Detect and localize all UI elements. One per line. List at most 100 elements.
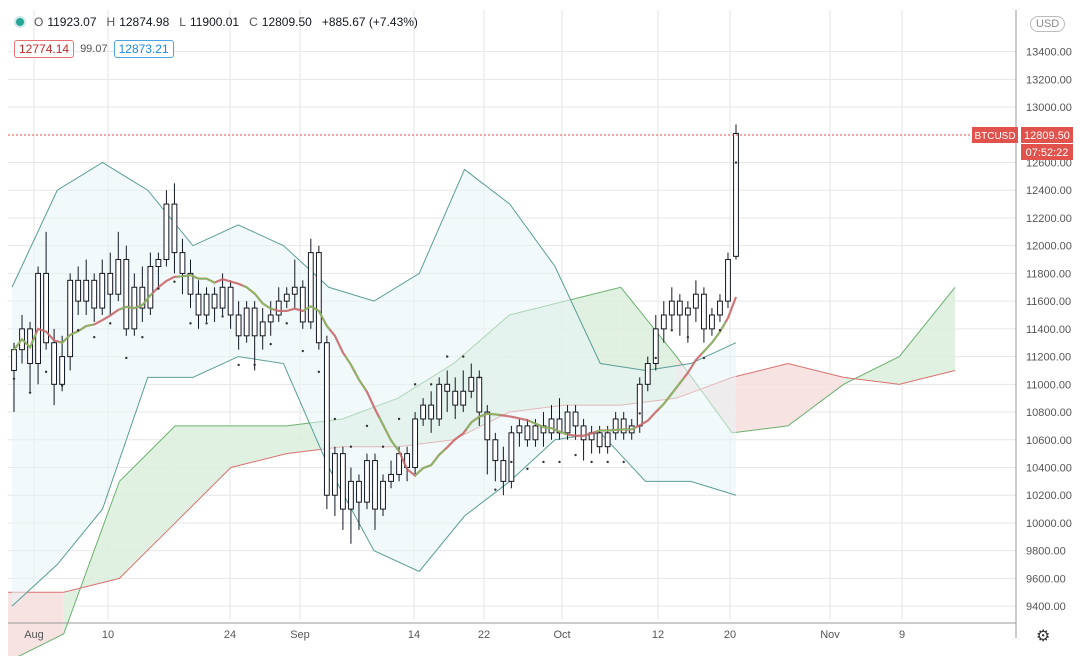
visibility-icon[interactable] — [16, 18, 24, 26]
time-tick-label: 20 — [724, 629, 736, 641]
candle-body — [211, 293, 218, 309]
candle-body — [492, 439, 499, 462]
candle-body — [283, 293, 290, 302]
candle-body — [163, 203, 170, 261]
candle-body — [692, 293, 699, 309]
price-tick-label: 10200.00 — [1026, 490, 1072, 502]
close-label: C — [249, 15, 258, 29]
sar-dot — [429, 383, 433, 386]
candle-body — [155, 259, 162, 267]
candle-body — [340, 453, 346, 510]
candle-body — [452, 390, 459, 406]
candle-body — [701, 293, 707, 330]
sar-dot — [349, 445, 353, 448]
sar-dot — [462, 355, 465, 358]
price-tick-label: 11800.00 — [1026, 268, 1071, 280]
sar-dot — [60, 384, 64, 387]
candle-body — [684, 307, 691, 316]
cloud-segment — [119, 425, 176, 579]
candle-body — [51, 342, 58, 385]
bb-upper-line — [11, 161, 737, 371]
price-tick-label: 12200.00 — [1026, 213, 1072, 225]
sar-dot — [28, 391, 32, 394]
candle-body — [356, 480, 362, 503]
candle-body — [348, 480, 354, 510]
price-tick-label: 12400.00 — [1026, 185, 1072, 197]
candle-body — [83, 279, 90, 302]
currency-label[interactable]: USD — [1030, 16, 1066, 32]
candle-body — [476, 376, 483, 413]
indicator-mid-value: 99.07 — [80, 43, 108, 55]
sar-dot — [638, 412, 641, 415]
candle-body — [75, 279, 82, 302]
candle-body — [243, 307, 250, 337]
candle-body — [107, 272, 114, 295]
sar-dot — [253, 363, 256, 367]
candle-body — [636, 383, 643, 427]
time-tick-label: Aug — [24, 629, 44, 641]
candle-body — [179, 252, 186, 274]
sar-dot — [542, 460, 545, 464]
sar-dot — [702, 356, 706, 360]
sar-dot — [670, 329, 674, 332]
candle-body — [372, 460, 378, 510]
time-tick-label: 9 — [899, 629, 905, 641]
indicator-red-value: 12774.14 — [14, 40, 75, 58]
candle-body — [717, 300, 723, 316]
sar-dot — [622, 460, 625, 464]
price-axis[interactable]: 9400.00 9600.00 9800.00 10000.00 10200.00 104… — [1015, 10, 1072, 638]
candle-body — [291, 286, 298, 295]
candle-body — [139, 286, 146, 309]
candle-body — [315, 252, 322, 344]
sar-dot — [494, 488, 497, 491]
candle-body — [564, 411, 571, 434]
price-tick-label: 13400.00 — [1026, 47, 1072, 59]
candle-body — [460, 390, 467, 406]
sar-dot — [413, 383, 417, 386]
sar-dot — [173, 280, 176, 283]
candle-body — [307, 252, 314, 323]
candle-body — [219, 286, 226, 309]
candle-body — [331, 453, 338, 496]
price-tick-label: 9600.00 — [1026, 573, 1066, 585]
candle-body — [524, 425, 531, 441]
open-label: O — [34, 15, 44, 29]
sar-dot — [157, 287, 160, 290]
candle-body — [251, 307, 258, 337]
candle-body — [227, 286, 234, 316]
candle-body — [115, 259, 122, 295]
candle-body — [508, 432, 515, 482]
time-axis[interactable]: Aug 10 24 Sep 14 22 Oct 12 20 Nov 9 — [8, 622, 1016, 641]
candle-body — [275, 300, 282, 316]
ma-line-green — [13, 274, 737, 477]
change-value: +885.67 (+7.43%) — [321, 15, 418, 29]
cloud-segment — [175, 425, 231, 523]
time-tick-label: Nov — [820, 629, 840, 641]
candle-body — [660, 314, 667, 330]
gear-icon[interactable]: ⚙ — [1036, 628, 1051, 645]
close-value: 12809.50 — [261, 15, 312, 29]
sar-dot — [446, 355, 449, 358]
price-tick-label: 11200.00 — [1026, 352, 1071, 364]
candle-body — [235, 314, 242, 337]
cloud-segment — [8, 592, 64, 656]
sar-dot — [76, 329, 80, 332]
price-tick-label: 9400.00 — [1026, 601, 1066, 613]
candle-body — [620, 418, 627, 434]
candle-body — [187, 272, 194, 295]
time-tick-label: 14 — [408, 629, 420, 641]
candle-body — [428, 404, 435, 420]
sar-dot — [574, 453, 577, 457]
candle-body — [323, 342, 330, 496]
candle-body — [436, 383, 443, 420]
candle-body — [203, 293, 210, 316]
sar-dot — [718, 329, 722, 332]
sar-dot — [558, 460, 561, 464]
sar-dot — [125, 356, 128, 360]
candle-body — [388, 473, 394, 482]
sar-dot — [269, 342, 272, 346]
price-tick-label: 10000.00 — [1026, 518, 1072, 530]
price-tag: BTCUSD 12809.50 07:52:22 — [972, 127, 1073, 160]
time-tick-label: 10 — [102, 629, 114, 641]
